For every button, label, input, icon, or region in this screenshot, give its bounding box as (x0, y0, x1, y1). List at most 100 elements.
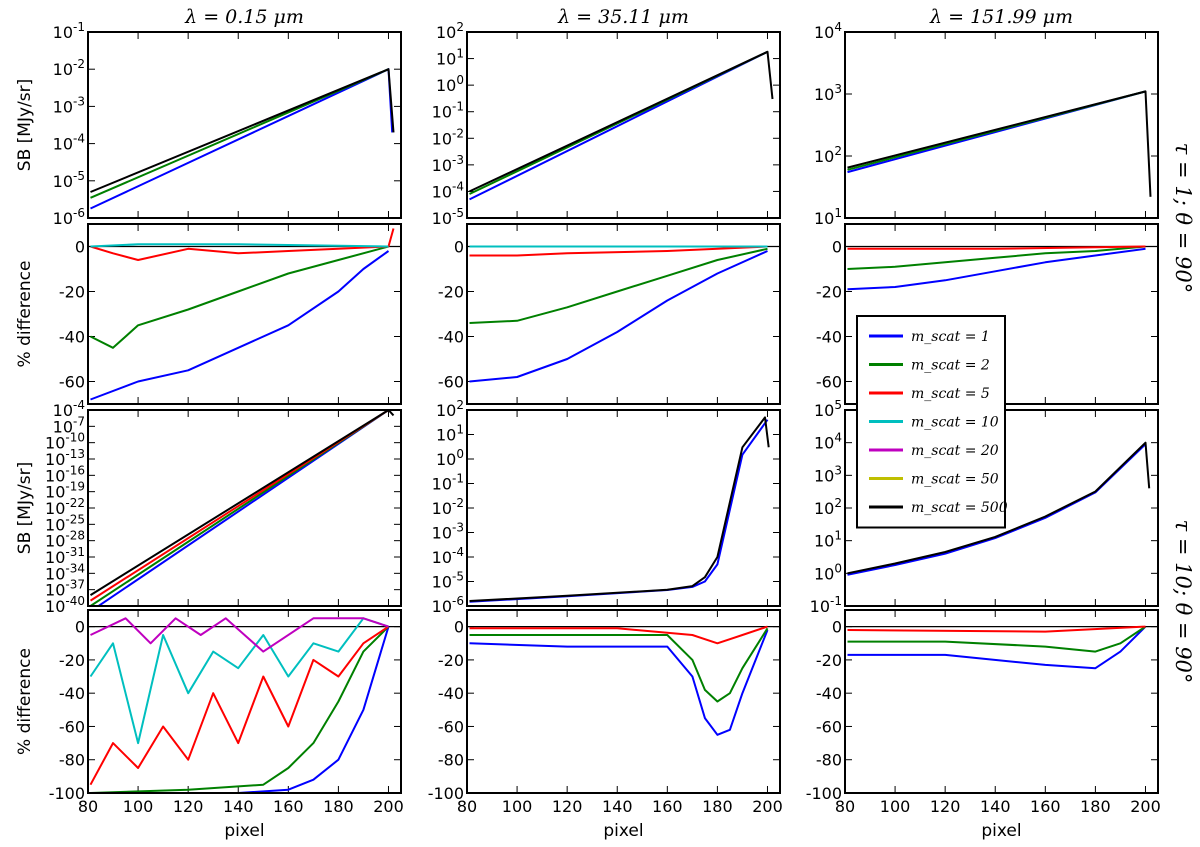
y-tick-label: -20 (438, 283, 464, 302)
y-axis-label: SB [MJy/sr] (15, 79, 35, 171)
x-axis-label: pixel (224, 821, 264, 841)
series-group (469, 50, 774, 201)
y-tick-label: -80 (438, 751, 464, 770)
series-line (847, 90, 1152, 197)
y-tick-label: 102 (436, 398, 464, 420)
column-title: λ = 35.11 μm (557, 6, 689, 28)
y-tick-label: 0 (832, 618, 842, 637)
y-axis-label: % difference (15, 261, 35, 368)
series-group (847, 90, 1152, 197)
series-line (89, 410, 395, 596)
series-line (847, 441, 1151, 575)
x-tick-label: 140 (980, 797, 1011, 816)
y-tick-label: 10-1 (53, 20, 85, 42)
panel-r1-c2: 102 101 100 10-1 10-2 10-3 10-4 10-5 λ = 35.11 μ… (432, 6, 781, 228)
legend-label: m_scat = 2 (911, 358, 990, 374)
y-tick-label: 10-5 (432, 570, 464, 592)
x-tick-label: 120 (552, 797, 583, 816)
y-tick-label: 10-6 (53, 206, 85, 228)
y-tick-label: 10-2 (432, 496, 464, 518)
series-group (847, 245, 1146, 291)
panel-r4-c1: 0 -20 -40 -60 -80 -100 % difference 80 100 120 140… (15, 609, 404, 841)
x-tick-label: 100 (502, 797, 533, 816)
series-line (469, 416, 770, 602)
panel-r1-c1: 10-1 10-2 10-3 10-4 10-5 10-6 SB [MJy/sr] λ = 0… (15, 6, 402, 228)
series-line (90, 617, 389, 653)
series-line (90, 228, 395, 261)
column-title: λ = 0.15 μm (184, 6, 304, 28)
series-group (469, 245, 768, 383)
y-tick-label: 100 (436, 73, 464, 95)
series-line (469, 50, 774, 193)
legend-frame (856, 315, 1006, 529)
legend-label: m_scat = 500 (911, 500, 1008, 516)
y-tick-label: 10-2 (432, 126, 464, 148)
y-axis-label: % difference (15, 648, 35, 755)
y-tick-label: -60 (816, 717, 842, 736)
y-tick-label: -80 (59, 751, 85, 770)
x-tick-label: 140 (223, 797, 254, 816)
y-tick-label: 0 (832, 238, 842, 257)
axes-frame (87, 31, 402, 219)
series-line (89, 617, 389, 745)
series-line (90, 250, 390, 401)
x-tick-label: 80 (78, 797, 98, 816)
y-tick-label: -40 (59, 684, 85, 703)
y-tick-label: 105 (814, 398, 842, 420)
row-label: τ = 1; θ = 90° (1171, 143, 1195, 294)
axes-frame (466, 409, 781, 607)
y-tick-label: 10-3 (53, 94, 85, 116)
panel-r2-c3: 0 -20 -40 -60 (816, 223, 1159, 405)
y-tick-label: 10-2 (53, 57, 85, 79)
legend-label: m_scat = 1 (911, 329, 990, 345)
axes-frame (844, 609, 1159, 794)
y-tick-label: 101 (814, 206, 842, 228)
x-tick-label: 80 (835, 797, 855, 816)
legend-label: m_scat = 10 (911, 415, 999, 431)
y-tick-label: -40 (816, 328, 842, 347)
y-tick-label: 10-1 (432, 100, 464, 122)
y-tick-label: 10-4 (432, 179, 464, 201)
y-tick-label: 100 (436, 447, 464, 469)
series-line (847, 245, 1146, 270)
x-tick-label: 180 (702, 797, 733, 816)
y-tick-label: -40 (438, 684, 464, 703)
series-line (90, 626, 390, 793)
panel-r3-c1: 10-410-710-1010-1310-1610-1910-2210-2510… (15, 398, 402, 616)
series-line (90, 68, 395, 193)
y-tick-label: 101 (814, 529, 842, 551)
row-label: τ = 10; θ = 90° (1171, 520, 1195, 684)
y-tick-label: -40 (438, 328, 464, 347)
series-group (847, 625, 1147, 670)
y-tick-label: 0 (75, 238, 85, 257)
y-tick-label: -20 (816, 283, 842, 302)
y-tick-label: 10-4 (432, 545, 464, 567)
series-group (469, 625, 769, 736)
y-tick-label: -40 (59, 328, 85, 347)
x-tick-label: 100 (123, 797, 154, 816)
y-tick-label: 100 (814, 561, 842, 583)
axes-frame (87, 409, 402, 607)
y-tick-label: -100 (806, 784, 842, 803)
series-line (469, 625, 768, 645)
y-tick-label: 103 (814, 82, 842, 104)
panel-r1-c3: 104 103 102 101 λ = 151.99 μm (814, 6, 1159, 228)
y-tick-label: -20 (816, 651, 842, 670)
legend: m_scat = 1 m_scat = 2 m_scat = 5 m_scat = 1… (856, 315, 1008, 529)
y-tick-label: -60 (59, 373, 85, 392)
x-tick-label: 200 (373, 797, 404, 816)
y-tick-label: 10-1 (810, 594, 842, 616)
series-line (469, 627, 769, 703)
y-tick-label: 103 (814, 463, 842, 485)
series-line (90, 625, 390, 793)
y-tick-label: -100 (49, 784, 85, 803)
axes-frame (844, 31, 1159, 219)
x-tick-label: 180 (1080, 797, 1111, 816)
x-tick-label: 140 (602, 797, 633, 816)
legend-label: m_scat = 20 (911, 443, 999, 459)
y-tick-label: 10-4 (53, 132, 85, 154)
series-group (90, 68, 395, 210)
series-line (469, 629, 769, 736)
